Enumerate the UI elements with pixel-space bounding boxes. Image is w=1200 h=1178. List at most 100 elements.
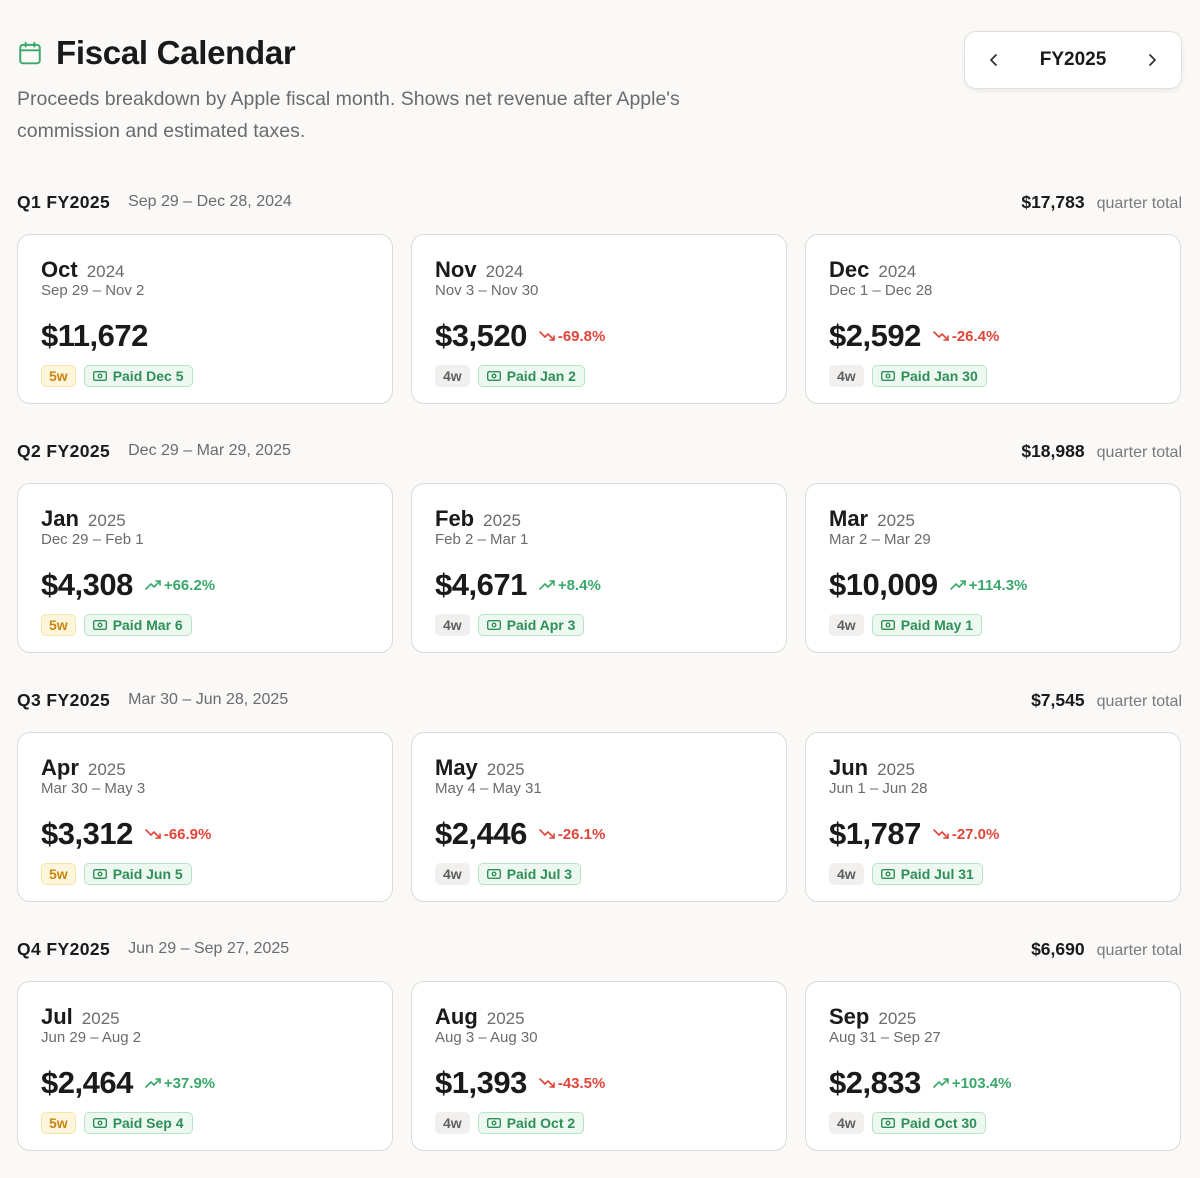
- month-year: 2025: [877, 511, 915, 530]
- month-date-range: Aug 31 – Sep 27: [829, 1029, 941, 1046]
- month-card[interactable]: Jun 2025 Jun 1 – Jun 28 $1,787 -27.0% 4w Paid …: [805, 732, 1181, 902]
- chevron-right-icon[interactable]: [1143, 51, 1161, 69]
- month-card-row: Jan 2025 Dec 29 – Feb 1 $4,308 +66.2% 5w Paid …: [17, 483, 1182, 653]
- quarter-section: Q2 FY2025 Dec 29 – Mar 29, 2025 $18,988 qua…: [17, 439, 1182, 653]
- fiscal-year-switcher: FY2025: [964, 31, 1182, 89]
- month-card[interactable]: Sep 2025 Aug 31 – Sep 27 $2,833 +103.4% 4w Pai…: [805, 981, 1181, 1151]
- change-indicator: +66.2%: [145, 577, 215, 594]
- chevron-left-icon[interactable]: [985, 51, 1003, 69]
- weeks-badge: 5w: [41, 1112, 76, 1134]
- month-heading: Jul 2025: [41, 1004, 369, 1029]
- month-card[interactable]: May 2025 May 4 – May 31 $2,446 -26.1% 4w Paid …: [411, 732, 787, 902]
- paid-badge: Paid Oct 2: [477, 1112, 585, 1134]
- calendar-icon: [17, 40, 43, 66]
- month-card[interactable]: Feb 2025 Feb 2 – Mar 1 $4,671 +8.4% 4w Paid Ap…: [411, 483, 787, 653]
- trend-down-icon: [539, 1077, 558, 1089]
- change-indicator: +37.9%: [145, 1075, 215, 1092]
- month-card[interactable]: Mar 2025 Mar 2 – Mar 29 $10,009 +114.3% 4w Pai…: [805, 483, 1181, 653]
- month-amount: $1,787: [829, 816, 921, 851]
- change-percent: -43.5%: [557, 1074, 606, 1092]
- cash-icon: [486, 869, 507, 879]
- change-percent: -26.1%: [557, 825, 606, 843]
- trend-down-icon: [933, 828, 952, 840]
- cash-icon: [880, 869, 901, 879]
- paid-date: Paid Jul 3: [506, 866, 573, 882]
- badge-row: 4w Paid Apr 3: [435, 614, 763, 636]
- month-year: 2025: [878, 1009, 917, 1028]
- month-date-range: Aug 3 – Aug 30: [435, 1029, 538, 1046]
- amount-row: $2,592 -26.4%: [829, 316, 1157, 356]
- quarter-section: Q3 FY2025 Mar 30 – Jun 28, 2025 $7,545 quar…: [17, 688, 1182, 902]
- change-percent: -26.4%: [951, 327, 1000, 345]
- month-card[interactable]: Jan 2025 Dec 29 – Feb 1 $4,308 +66.2% 5w Paid …: [17, 483, 393, 653]
- quarter-total: $17,783: [1021, 191, 1085, 212]
- month-amount: $2,446: [435, 816, 527, 851]
- amount-row: $2,833 +103.4%: [829, 1063, 1157, 1103]
- month-name: Nov: [435, 257, 477, 282]
- badge-row: 4w Paid Oct 30: [829, 1112, 1157, 1134]
- weeks-badge: 4w: [829, 863, 864, 885]
- month-date-range: May 4 – May 31: [435, 780, 542, 797]
- paid-badge: Paid Jul 3: [477, 863, 582, 885]
- month-amount: $1,393: [435, 1065, 527, 1100]
- weeks-badge: 4w: [829, 614, 864, 636]
- change-percent: +103.4%: [951, 1074, 1012, 1092]
- quarter-total-group: $17,783 quarter total: [1021, 192, 1182, 213]
- paid-badge: Paid Jan 30: [871, 365, 987, 387]
- quarter-total: $18,988: [1021, 440, 1085, 461]
- month-heading: Feb 2025: [435, 506, 763, 531]
- paid-badge: Paid Oct 30: [871, 1112, 986, 1134]
- month-year: 2025: [877, 760, 915, 779]
- month-heading: Nov 2024: [435, 257, 763, 282]
- month-amount: $4,671: [435, 567, 527, 602]
- trend-up-icon: [145, 579, 164, 591]
- badge-row: 5w Paid Sep 4: [41, 1112, 369, 1134]
- change-percent: -27.0%: [951, 825, 1000, 843]
- quarter-total-label: quarter total: [1096, 941, 1182, 959]
- month-heading: Jun 2025: [829, 755, 1157, 780]
- quarter-total-label: quarter total: [1096, 194, 1182, 212]
- month-year: 2024: [878, 262, 917, 281]
- month-date-range: Jun 29 – Aug 2: [41, 1029, 142, 1046]
- month-card[interactable]: Nov 2024 Nov 3 – Nov 30 $3,520 -69.8% 4w Paid …: [411, 234, 787, 404]
- title-row: Fiscal Calendar: [17, 32, 917, 74]
- quarter-total-group: $7,545 quarter total: [1031, 690, 1182, 711]
- quarter-section: Q1 FY2025 Sep 29 – Dec 28, 2024 $17,783 qua…: [17, 190, 1182, 404]
- paid-badge: Paid May 1: [871, 614, 983, 636]
- paid-date: Paid Oct 30: [900, 1115, 977, 1131]
- month-card[interactable]: Jul 2025 Jun 29 – Aug 2 $2,464 +37.9% 5w Paid …: [17, 981, 393, 1151]
- month-heading: May 2025: [435, 755, 763, 780]
- cash-icon: [486, 1118, 507, 1128]
- month-amount: $10,009: [829, 567, 938, 602]
- month-card[interactable]: Apr 2025 Mar 30 – May 3 $3,312 -66.9% 5w Paid …: [17, 732, 393, 902]
- weeks-badge: 4w: [829, 365, 864, 387]
- month-date-range: Jun 1 – Jun 28: [829, 780, 928, 797]
- amount-row: $11,672: [41, 316, 369, 356]
- weeks-badge: 4w: [435, 863, 470, 885]
- month-name: May: [435, 755, 478, 780]
- cash-icon: [880, 371, 901, 381]
- weeks-badge: 4w: [435, 365, 470, 387]
- month-name: Sep: [829, 1004, 870, 1029]
- badge-row: 4w Paid Jul 31: [829, 863, 1157, 885]
- change-indicator: +8.4%: [539, 577, 601, 594]
- month-card[interactable]: Oct 2024 Sep 29 – Nov 2 $11,672 5w Paid Dec 5: [17, 234, 393, 404]
- trend-up-icon: [949, 579, 969, 591]
- weeks-badge: 5w: [41, 365, 76, 387]
- paid-date: Paid Mar 6: [112, 617, 183, 633]
- month-card-row: Apr 2025 Mar 30 – May 3 $3,312 -66.9% 5w Paid …: [17, 732, 1182, 902]
- trend-up-icon: [539, 579, 558, 591]
- cash-icon: [880, 1118, 901, 1128]
- month-card[interactable]: Aug 2025 Aug 3 – Aug 30 $1,393 -43.5% 4w Paid …: [411, 981, 787, 1151]
- month-date-range: Nov 3 – Nov 30: [435, 282, 539, 299]
- change-indicator: -26.4%: [933, 327, 1000, 345]
- month-heading: Sep 2025: [829, 1004, 1157, 1029]
- fiscal-year-label: FY2025: [1039, 49, 1107, 70]
- badge-row: 4w Paid Jan 2: [435, 365, 763, 387]
- badge-row: 4w Paid Jul 3: [435, 863, 763, 885]
- quarter-title: Q3 FY2025: [17, 689, 111, 710]
- month-heading: Oct 2024: [41, 257, 369, 282]
- paid-date: Paid Jun 5: [112, 866, 183, 882]
- month-card[interactable]: Dec 2024 Dec 1 – Dec 28 $2,592 -26.4% 4w Paid …: [805, 234, 1181, 404]
- weeks-badge: 4w: [829, 1112, 864, 1134]
